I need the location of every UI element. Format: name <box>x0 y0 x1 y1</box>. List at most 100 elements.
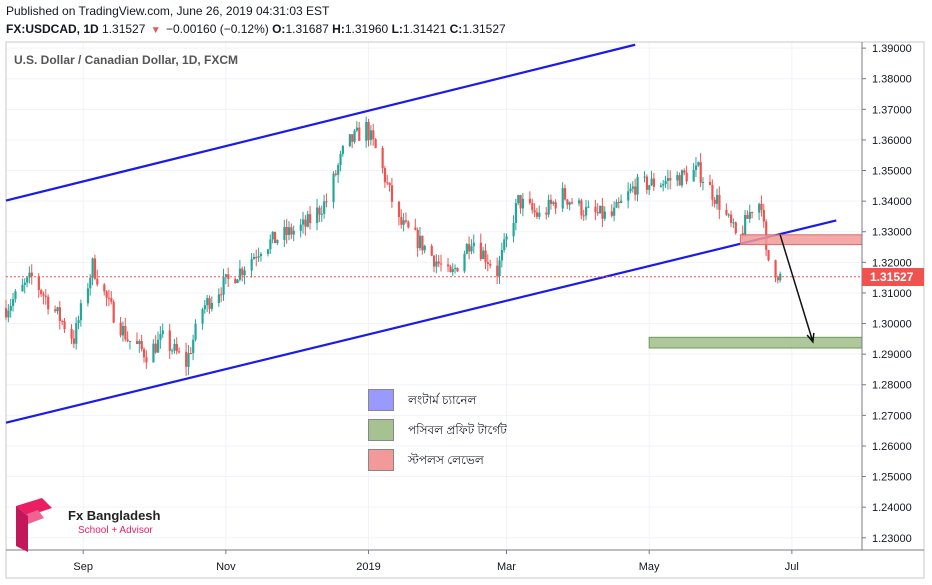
low-value: 1.31421 <box>402 22 447 36</box>
candle-body <box>566 199 569 205</box>
candle-body <box>683 170 686 173</box>
candle-body <box>587 206 590 208</box>
candle-body <box>386 182 389 184</box>
candle-body <box>63 321 66 330</box>
price-tick-label: 1.38000 <box>872 74 912 86</box>
candle-body <box>234 278 237 284</box>
candle-body <box>697 162 700 166</box>
candle-body <box>110 298 113 302</box>
price-tick-label: 1.25000 <box>872 472 912 484</box>
candle-body <box>276 240 279 244</box>
candle-body <box>241 268 244 276</box>
high-label: H: <box>332 22 345 36</box>
candle-body <box>159 333 162 340</box>
candle-body <box>323 201 326 214</box>
candle-body <box>220 294 223 296</box>
price-tick-label: 1.31000 <box>872 288 912 300</box>
candle-body <box>77 320 80 323</box>
candle-body <box>751 212 754 214</box>
candle-body <box>208 298 211 309</box>
candle-body <box>273 231 277 244</box>
candle-body <box>96 278 99 285</box>
candle-body <box>680 170 684 186</box>
close-label: C: <box>449 22 463 36</box>
candle-body <box>351 134 354 142</box>
candle-body <box>585 207 588 216</box>
candle-body <box>79 303 83 321</box>
candle-body <box>121 325 125 336</box>
candle-body <box>400 216 403 225</box>
candle-body <box>58 307 61 322</box>
candle-body <box>570 202 574 204</box>
time-tick-label: Nov <box>216 561 236 573</box>
channel-upper-line <box>5 43 636 202</box>
candle-body <box>369 130 373 141</box>
candle-body <box>554 202 557 209</box>
candle-body <box>285 227 288 235</box>
legend-label: স্টপলস লেভেল <box>408 453 484 467</box>
candle-body <box>533 210 536 213</box>
candle-body <box>715 194 719 204</box>
candle-body <box>302 219 305 225</box>
price-tick-label: 1.37000 <box>872 104 912 116</box>
candle-body <box>355 127 359 131</box>
logo-mark-icon <box>16 498 52 552</box>
symbol-label: FX:USDCAD, 1D <box>6 22 99 36</box>
candle-body <box>601 205 604 219</box>
time-tick-label: Sep <box>73 561 93 573</box>
candle-body <box>636 176 639 195</box>
candle-body <box>482 250 485 260</box>
time-axis[interactable]: Sep Nov 2019 Mar May Jul <box>6 549 924 573</box>
candle-body <box>128 340 132 342</box>
candle-body <box>173 343 176 351</box>
candle-body <box>105 291 108 298</box>
legend-label: লংটার্ম চ্যানেল <box>408 393 477 407</box>
candle-body <box>142 349 146 358</box>
candle-body <box>40 290 43 295</box>
candle-body <box>692 169 695 182</box>
candle-body <box>334 173 337 175</box>
candle-body <box>126 339 129 342</box>
candle-body <box>470 246 473 252</box>
candle-body <box>613 207 616 216</box>
candle-body <box>472 242 475 247</box>
candle-body <box>505 236 508 240</box>
fx-bangladesh-logo: Fx Bangladesh School + Advisor <box>12 496 162 554</box>
candle-body <box>650 178 653 186</box>
candle-body <box>5 308 8 318</box>
candle-body <box>318 207 321 215</box>
candle-body <box>157 339 160 353</box>
profit-target-zone <box>648 336 863 349</box>
price-tick-label: 1.36000 <box>872 135 912 147</box>
change-value: −0.00160 (−0.12%) <box>166 22 269 36</box>
candle-body <box>599 205 602 214</box>
candle-body <box>744 214 747 236</box>
close-value: 1.31527 <box>462 22 506 36</box>
candle-body <box>414 227 417 230</box>
candle-body <box>734 222 737 234</box>
candle-body <box>498 260 501 277</box>
candle-body <box>75 322 78 344</box>
price-tick-label: 1.30000 <box>872 319 912 331</box>
candle-body <box>437 261 440 264</box>
candle-body <box>725 209 728 215</box>
price-axis[interactable]: 1.23000 1.24000 1.25000 1.26000 1.27000 1.280… <box>861 42 912 550</box>
candle-body <box>309 214 312 224</box>
candle-body <box>37 276 40 291</box>
candle-body <box>732 222 735 224</box>
time-tick-label: Mar <box>497 561 516 573</box>
candle-body <box>7 310 10 318</box>
candle-body <box>325 201 328 203</box>
candle-body <box>678 175 681 186</box>
candle-body <box>701 181 705 183</box>
candle-body <box>154 343 157 353</box>
candle-body <box>669 178 672 181</box>
candle-body <box>713 199 716 204</box>
candle-body <box>440 263 443 265</box>
symbol-title: U.S. Dollar / Canadian Dollar, 1D, FXCM <box>14 53 239 67</box>
time-tick-label: Jul <box>785 561 799 573</box>
candle-body <box>645 176 649 190</box>
candle-body <box>86 288 90 304</box>
candle-body <box>454 267 457 270</box>
low-label: L: <box>391 22 403 36</box>
